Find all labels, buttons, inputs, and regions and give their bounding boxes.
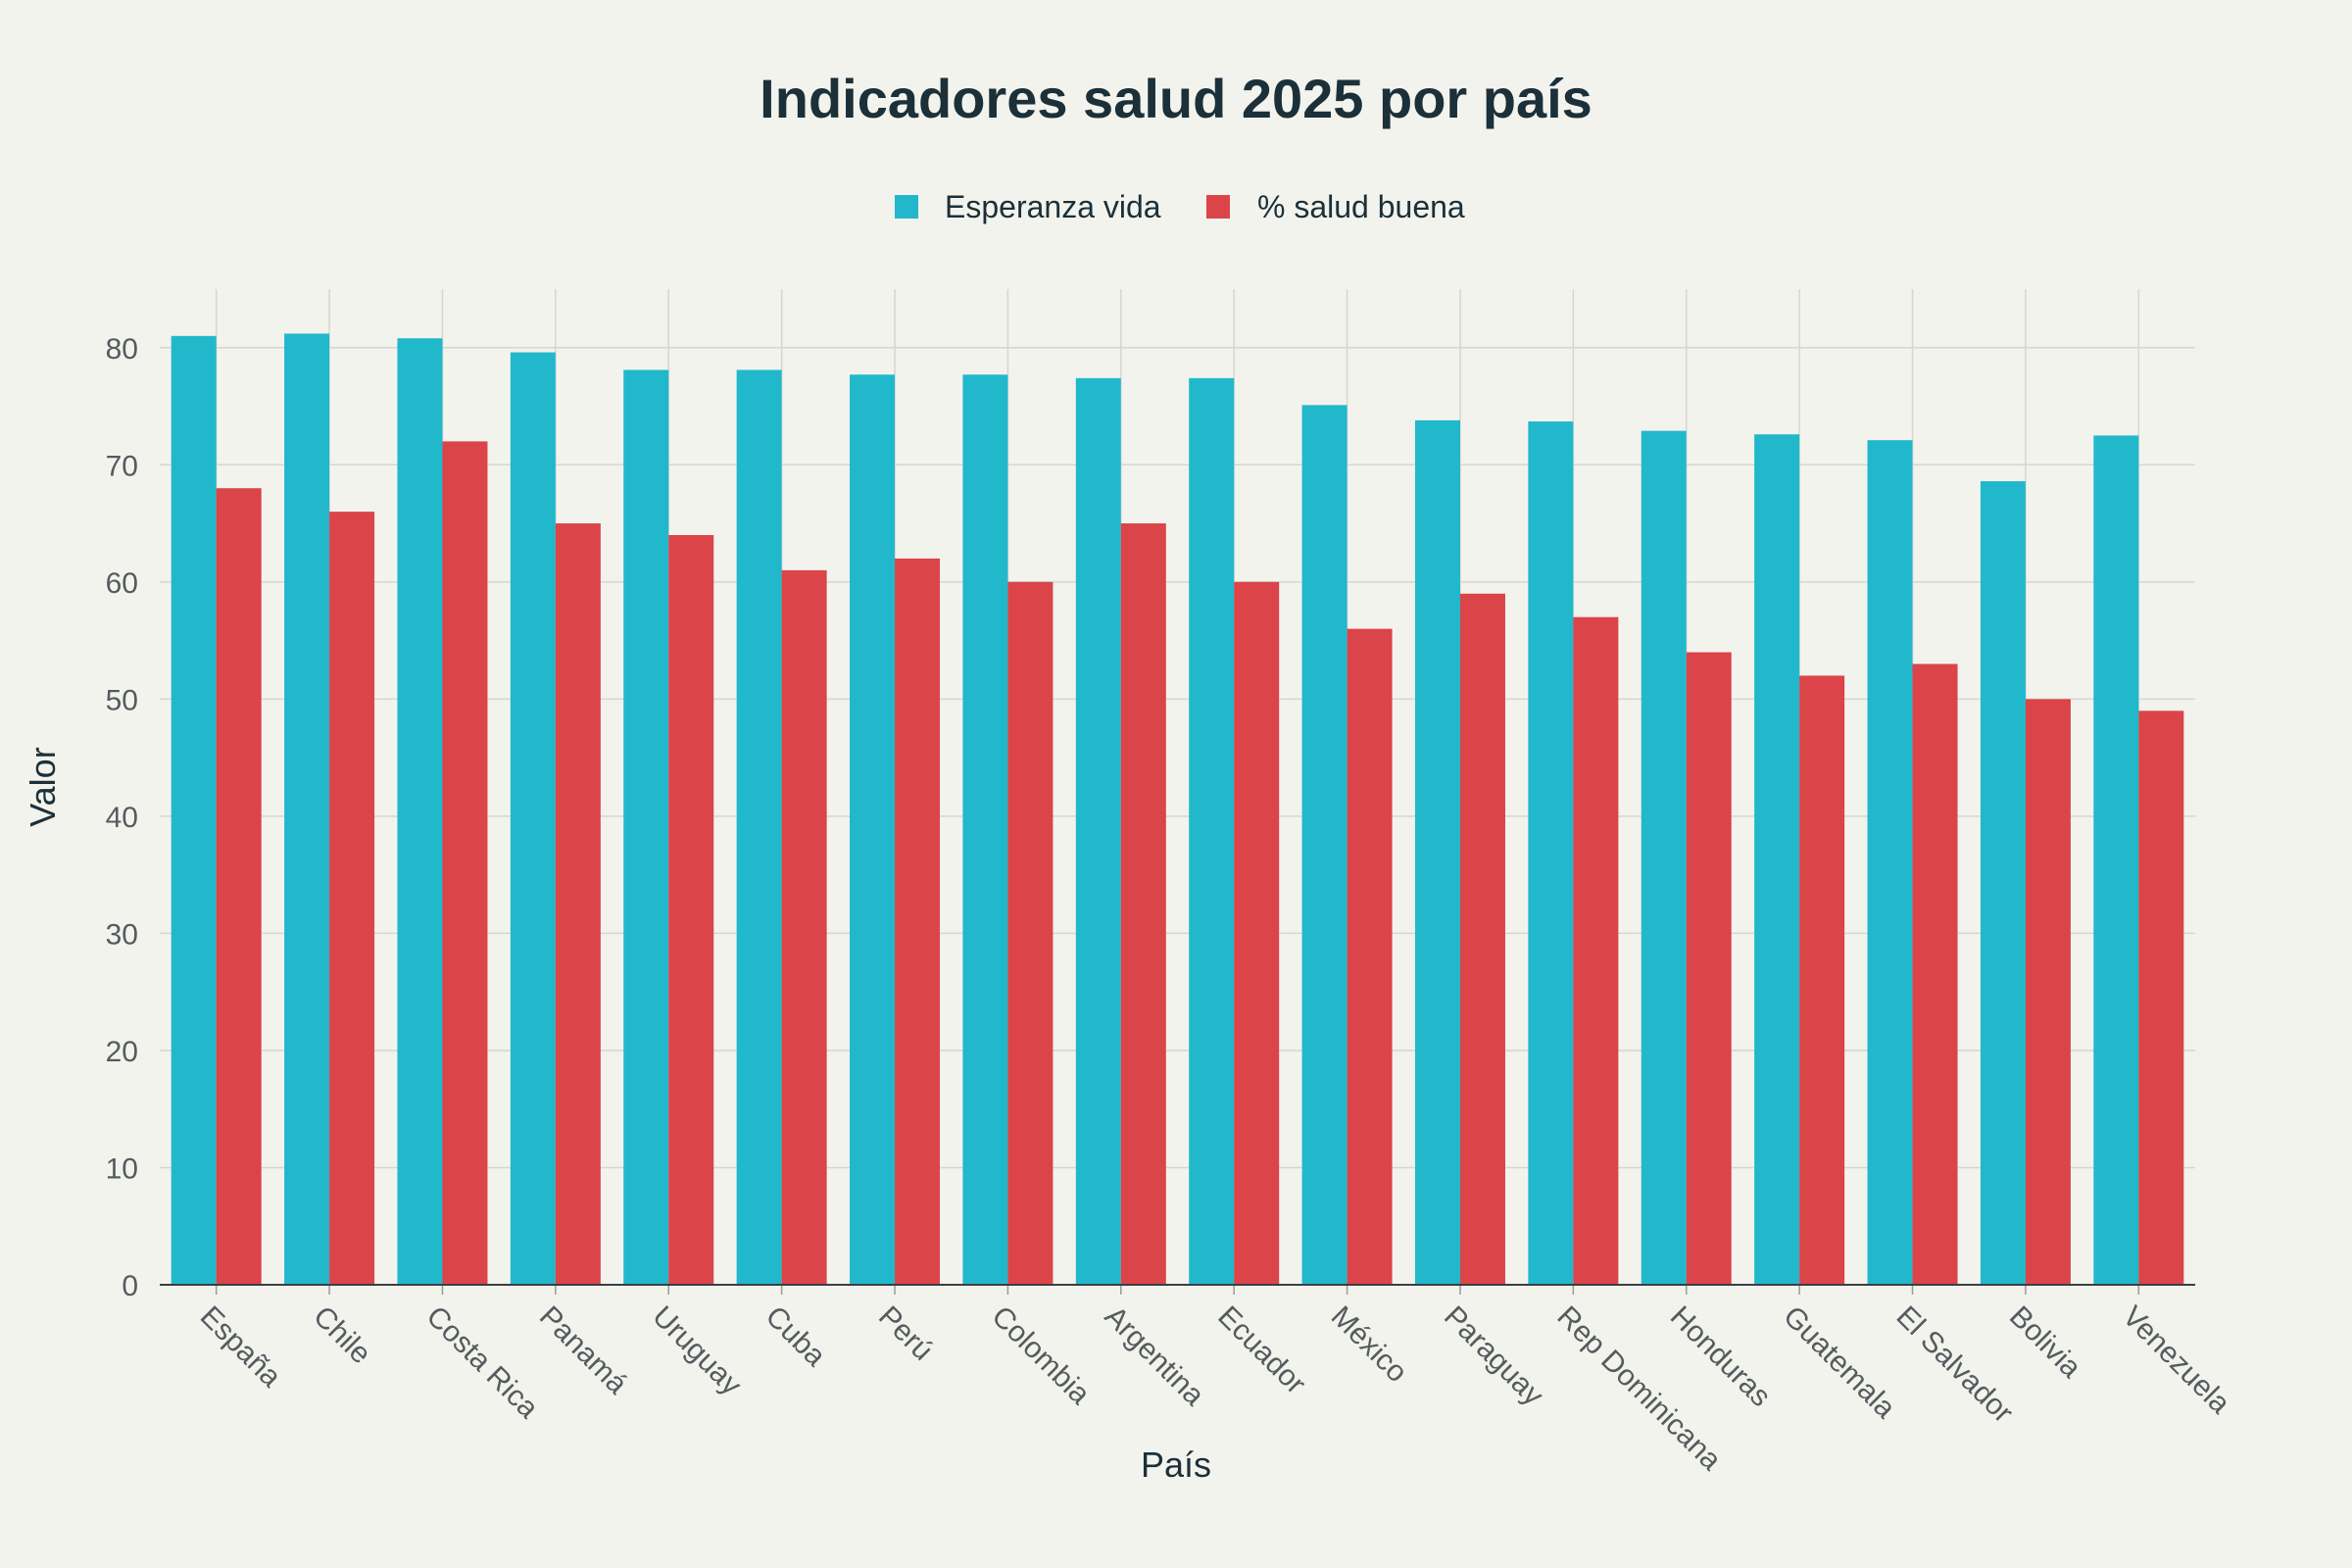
x-tick-label-peru: Perú [872, 1300, 939, 1367]
bar-salud-buena-venezuela [2138, 710, 2184, 1285]
y-tick-label: 30 [106, 918, 138, 951]
bar-esperanza-vida-honduras [1641, 430, 1687, 1285]
y-tick-label: 20 [106, 1036, 138, 1068]
x-tick-label-colombia: Colombia [985, 1300, 1096, 1411]
bar-salud-buena-mexico [1347, 628, 1393, 1285]
x-tick-label-paraguay: Paraguay [1438, 1300, 1549, 1412]
y-tick-label: 60 [106, 567, 138, 600]
bar-salud-buena-cuba [781, 569, 827, 1285]
x-tick-label-el-salvador: El Salvador [1890, 1300, 2020, 1430]
axes [160, 1284, 2195, 1295]
bar-salud-buena-costa-rica [442, 441, 488, 1285]
bar-salud-buena-espana [216, 488, 262, 1285]
bar-esperanza-vida-mexico [1301, 405, 1348, 1285]
x-tick-label-guatemala: Guatemala [1777, 1300, 1901, 1425]
bar-salud-buena-ecuador [1234, 581, 1280, 1285]
bar-esperanza-vida-panama [510, 352, 556, 1285]
bar-esperanza-vida-rep-dominicana [1528, 421, 1574, 1285]
x-axis-title: País [1141, 1445, 1211, 1485]
x-tick-label-venezuela: Venezuela [2116, 1300, 2236, 1421]
bar-salud-buena-colombia [1007, 581, 1054, 1285]
bar-esperanza-vida-peru [850, 374, 896, 1285]
bar-esperanza-vida-argentina [1075, 377, 1121, 1285]
y-axis-title: Valor [23, 747, 63, 826]
y-tick-label: 70 [106, 450, 138, 482]
bar-esperanza-vida-cuba [736, 369, 782, 1285]
bar-salud-buena-uruguay [668, 535, 714, 1285]
chart-title: Indicadores salud 2025 por país [760, 68, 1592, 129]
y-tick-label: 40 [106, 802, 138, 834]
bar-esperanza-vida-guatemala [1754, 434, 1800, 1286]
bar-esperanza-vida-colombia [962, 374, 1008, 1285]
x-tick-label-mexico: México [1325, 1300, 1414, 1390]
bar-esperanza-vida-chile [284, 333, 330, 1286]
y-tick-label: 50 [106, 684, 138, 716]
legend-swatch-salud-buena [1206, 195, 1230, 219]
bar-salud-buena-peru [895, 558, 941, 1285]
bar-esperanza-vida-costa-rica [397, 338, 443, 1285]
x-tick-label-uruguay: Uruguay [646, 1300, 748, 1402]
x-tick-label-espana: España [194, 1300, 288, 1395]
bar-salud-buena-paraguay [1459, 593, 1505, 1285]
legend: Esperanza vida % salud buena [895, 189, 1465, 224]
bar-salud-buena-chile [329, 512, 375, 1285]
y-tick-labels: 0 10 20 30 40 50 60 70 80 [106, 333, 138, 1302]
x-tick-label-ecuador: Ecuador [1211, 1300, 1311, 1400]
bar-salud-buena-panama [555, 523, 601, 1285]
bar-salud-buena-guatemala [1799, 675, 1845, 1285]
bar-salud-buena-honduras [1686, 652, 1732, 1285]
bar-esperanza-vida-espana [171, 335, 217, 1285]
bar-salud-buena-el-salvador [1912, 663, 1958, 1285]
bar-esperanza-vida-venezuela [2093, 435, 2139, 1286]
x-tick-label-costa-rica: Costa Rica [420, 1300, 545, 1425]
x-tick-label-cuba: Cuba [760, 1300, 832, 1373]
bar-esperanza-vida-uruguay [623, 369, 669, 1285]
bars [171, 333, 2184, 1286]
bar-salud-buena-argentina [1120, 523, 1166, 1285]
x-tick-label-bolivia: Bolivia [2003, 1300, 2087, 1385]
bar-esperanza-vida-ecuador [1189, 377, 1235, 1285]
bar-esperanza-vida-el-salvador [1867, 440, 1913, 1285]
bar-salud-buena-bolivia [2025, 699, 2071, 1285]
legend-label-esperanza-vida: Esperanza vida [945, 189, 1161, 224]
x-tick-label-argentina: Argentina [1099, 1300, 1210, 1412]
x-tick-label-chile: Chile [307, 1300, 377, 1371]
y-tick-label: 80 [106, 333, 138, 366]
bar-salud-buena-rep-dominicana [1573, 616, 1619, 1285]
legend-swatch-esperanza-vida [895, 195, 918, 219]
x-tick-label-panama: Panamá [533, 1300, 634, 1401]
bar-esperanza-vida-bolivia [1980, 481, 2026, 1286]
y-tick-label: 0 [122, 1270, 138, 1302]
y-tick-label: 10 [106, 1152, 138, 1185]
bar-esperanza-vida-paraguay [1414, 419, 1460, 1286]
legend-label-salud-buena: % salud buena [1257, 189, 1465, 224]
x-tick-label-honduras: Honduras [1664, 1300, 1777, 1413]
